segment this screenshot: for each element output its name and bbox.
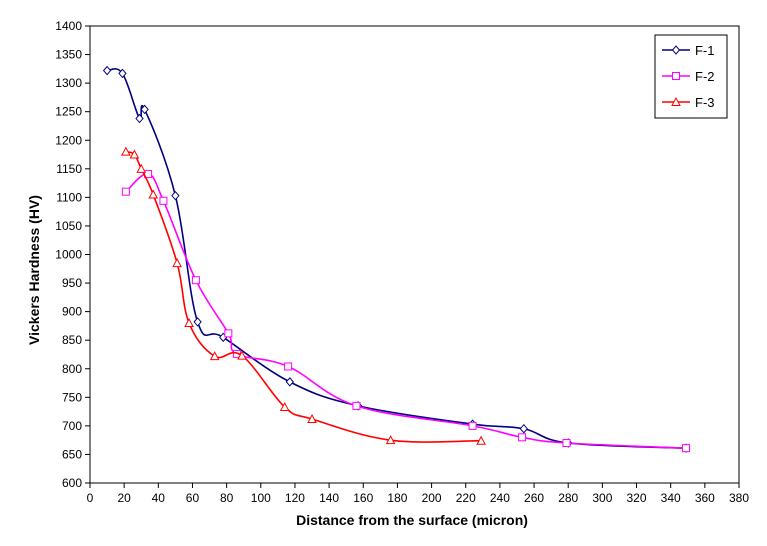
- x-tick-label: 260: [524, 491, 544, 505]
- y-tick-label: 1150: [56, 162, 82, 176]
- data-point-f-2: [562, 439, 571, 448]
- y-tick-label: 750: [62, 390, 82, 404]
- y-tick-label: 700: [62, 419, 82, 433]
- data-point-f-3: [148, 189, 159, 199]
- y-tick-label: 800: [62, 362, 82, 376]
- x-tick-label: 40: [152, 491, 166, 505]
- x-tick-label: 180: [387, 491, 407, 505]
- x-tick-label: 60: [186, 491, 200, 505]
- x-axis-title: Distance from the surface (micron): [296, 512, 528, 528]
- data-point-f-2: [682, 444, 691, 453]
- y-tick-label: 1350: [55, 48, 82, 62]
- series-f-2: [121, 169, 691, 453]
- data-point-f-1: [135, 113, 144, 124]
- data-point-f-3: [237, 350, 247, 360]
- y-tick-label: 600: [62, 476, 82, 490]
- y-tick-label: 1000: [55, 248, 82, 262]
- x-tick-label: 100: [251, 491, 271, 505]
- x-tick-label: 360: [695, 491, 715, 505]
- x-tick-label: 120: [285, 491, 305, 505]
- y-tick-label: 900: [62, 305, 82, 319]
- x-tick-label: 200: [422, 491, 442, 505]
- legend-label-f-1: F-1: [695, 43, 715, 58]
- legend-item-f-2: F-2: [662, 69, 715, 84]
- data-point-f-2: [121, 187, 130, 196]
- y-tick-label: 1400: [55, 19, 82, 33]
- data-point-f-3: [385, 435, 396, 445]
- y-tick-label: 950: [62, 276, 82, 290]
- data-point-f-1: [285, 377, 294, 387]
- x-tick-label: 80: [220, 491, 234, 505]
- y-tick-label: 1050: [55, 219, 82, 233]
- legend-marker-f-3: [671, 96, 681, 106]
- x-tick-label: 20: [117, 491, 131, 505]
- legend-item-f-1: F-1: [662, 43, 715, 58]
- x-tick-label: 140: [319, 491, 339, 505]
- legend-label-f-2: F-2: [695, 69, 715, 84]
- y-axis-title: Vickers Hardness (HV): [26, 195, 42, 345]
- data-point-f-3: [172, 258, 182, 268]
- x-tick-label: 280: [558, 491, 578, 505]
- x-tick-label: 300: [592, 491, 612, 505]
- data-point-f-2: [191, 276, 200, 285]
- axes: 6006507007508008509009501000105011001150…: [55, 19, 749, 505]
- data-point-f-1: [193, 317, 202, 327]
- series-line-f-2: [125, 173, 687, 449]
- y-tick-label: 1250: [55, 105, 82, 119]
- data-point-f-3: [129, 149, 140, 159]
- x-tick-label: 220: [456, 491, 476, 505]
- y-tick-label: 1100: [56, 190, 82, 204]
- series-f-3: [121, 146, 486, 445]
- plot-frame: [89, 25, 740, 484]
- y-tick-label: 850: [62, 333, 82, 347]
- y-tick-label: 650: [62, 447, 82, 461]
- data-point-f-3: [184, 317, 194, 328]
- data-point-f-3: [136, 163, 147, 173]
- x-tick-label: 320: [627, 491, 647, 505]
- x-tick-label: 240: [490, 491, 510, 505]
- legend: F-1 F-2 F-3: [654, 34, 728, 119]
- series-f-1: [102, 65, 691, 453]
- data-point-f-1: [519, 423, 528, 434]
- data-point-f-2: [284, 362, 293, 371]
- data-point-f-3: [307, 413, 317, 424]
- data-point-f-3: [279, 401, 290, 412]
- data-point-f-3: [209, 351, 220, 361]
- data-point-f-3: [476, 435, 486, 445]
- data-point-f-3: [121, 146, 131, 156]
- legend-marker-f-2: [672, 72, 680, 80]
- y-tick-label: 1300: [55, 76, 82, 90]
- legend-item-f-3: F-3: [662, 95, 715, 110]
- data-point-f-2: [224, 329, 233, 338]
- series-layer: [102, 65, 691, 453]
- data-point-f-2: [468, 421, 477, 430]
- x-tick-label: 380: [729, 491, 749, 505]
- data-point-f-1: [118, 68, 127, 79]
- data-point-f-1: [171, 190, 180, 201]
- x-tick-label: 340: [661, 491, 681, 505]
- data-point-f-1: [102, 65, 112, 76]
- x-tick-label: 160: [353, 491, 373, 505]
- legend-marker-f-1: [671, 45, 681, 55]
- legend-label-f-3: F-3: [695, 95, 715, 110]
- data-point-f-1: [140, 104, 149, 115]
- data-point-f-2: [159, 196, 168, 205]
- series-line-f-1: [106, 68, 687, 449]
- y-tick-label: 1200: [55, 133, 82, 147]
- data-point-f-2: [352, 401, 361, 410]
- x-tick-label: 0: [87, 491, 94, 505]
- data-point-f-2: [518, 433, 527, 442]
